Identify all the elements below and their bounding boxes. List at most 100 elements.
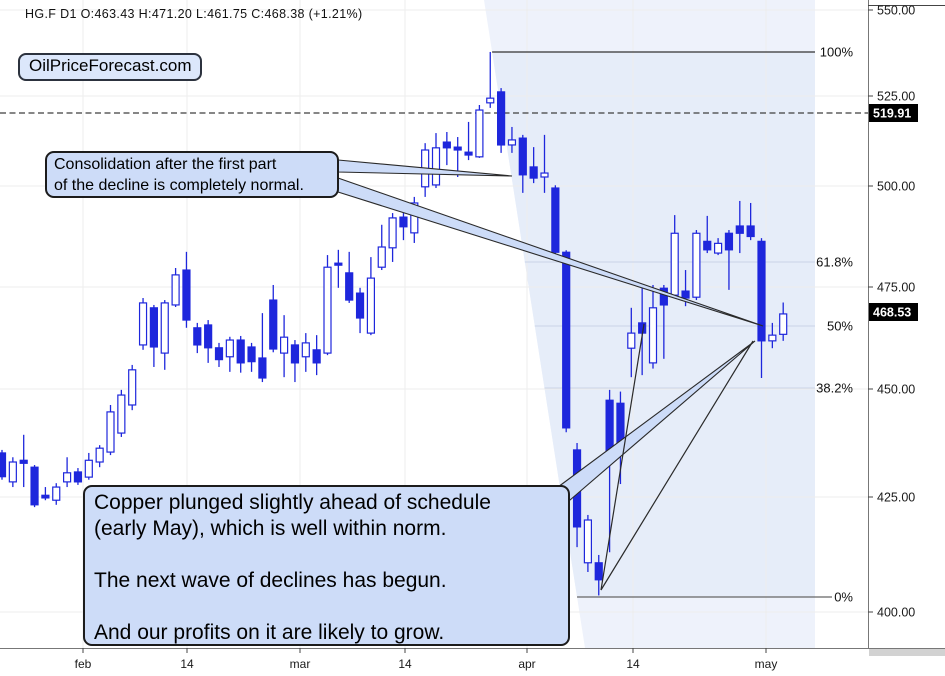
candle-body-up [128,369,137,406]
candle [247,342,256,372]
price-axis-label: 425.00 [877,491,915,505]
candle-body-up [692,232,701,298]
candle-body-down [149,307,158,348]
candle-body-up [507,139,517,146]
price-badge [869,303,918,321]
candle [73,468,83,485]
candle [95,445,104,468]
candle-body-down [269,299,278,350]
main-note-line3: The next wave of declines has begun. [94,569,447,592]
candle [214,342,224,367]
watermark-label: OilPriceForecast.com [29,56,192,75]
candle [117,389,126,437]
candle-body-down [355,292,365,319]
candle [171,268,180,307]
candle-body-up [366,277,375,334]
candle [529,147,538,184]
price-axis-label: 400.00 [877,606,915,620]
candle [757,238,766,378]
candle [301,333,310,372]
candle-body-up [160,302,169,354]
candle-body-down [464,151,473,156]
annotation-main-note[interactable]: Copper plunged slightly ahead of schedul… [83,485,570,646]
axis-corner-bar [869,649,945,656]
candle-body-down [497,91,506,146]
fib-label-38.2%: 38.2% [816,381,853,396]
candle [225,336,234,372]
candle [334,249,343,288]
candle-body-down [638,322,647,334]
candle [84,452,93,480]
annotation-consolidation[interactable]: Consolidation after the first part of th… [45,151,339,198]
candle [106,404,115,456]
candle-body-up [323,266,332,354]
candle [507,126,517,153]
candle [713,238,723,256]
main-note-line2: (early May), which is well within norm. [94,517,447,540]
candle [128,364,137,411]
candle-body-up [648,307,658,364]
time-axis-label: feb [75,657,92,671]
candle [323,255,332,356]
candle [62,457,72,488]
candle-body-down [247,346,256,363]
fib-label-0%: 0% [834,590,853,605]
candle-body-down [204,324,213,349]
candle-body-down [659,287,668,306]
time-axis-label: 14 [180,657,194,671]
candle-body-up [475,109,484,158]
candle [149,304,158,367]
candle [182,251,191,328]
candle [724,230,734,290]
decline-pointer-line [600,340,754,591]
candle [453,137,462,177]
candle [562,250,571,433]
candle [464,121,473,161]
time-axis-label: apr [518,657,535,671]
ohlc-readout: HG.F D1 O:463.43 H:471.20 L:461.75 C:468… [25,7,363,21]
candle [19,434,28,488]
candle [138,298,148,350]
candle [779,302,788,341]
candle-body-down [746,225,755,238]
candle-body-up [768,334,777,342]
candle [746,202,755,241]
candle-body-down [334,262,343,266]
candle [768,322,777,349]
candle [312,335,321,376]
candle [41,487,50,501]
candle [692,230,701,301]
candle [540,134,549,193]
candle [399,209,408,241]
candle [583,514,593,572]
candle [475,105,484,158]
price-badge-label: 519.91 [873,107,911,121]
candle [377,224,386,271]
candle-body-up [431,147,441,186]
candle-body-down [236,339,245,364]
candle-body-up [377,246,386,268]
candle-body-down [399,216,408,228]
price-axis-label: 525.00 [877,90,915,104]
price-axis-label: 475.00 [877,281,915,295]
time-axis-label: 14 [398,657,412,671]
candle-body-down [30,466,39,506]
candle [355,287,365,334]
candle-body-down [529,166,538,179]
candle-body-down [193,327,202,346]
time-axis-label: mar [290,657,311,671]
fib-label-61.8%: 61.8% [816,255,853,270]
candle-body-down [551,187,560,253]
candle-body-up [627,332,636,349]
price-axis-label: 500.00 [877,180,915,194]
candle-body-up [280,336,289,354]
watermark-badge: OilPriceForecast.com [18,53,203,81]
candle-body-up [95,447,104,463]
consolidation-line2: of the decline is completely normal. [54,176,304,194]
candle [431,133,441,189]
candle-body-down [41,494,50,499]
candle [366,257,375,336]
candle-body-up [8,461,17,483]
candle-body-up [583,519,593,564]
